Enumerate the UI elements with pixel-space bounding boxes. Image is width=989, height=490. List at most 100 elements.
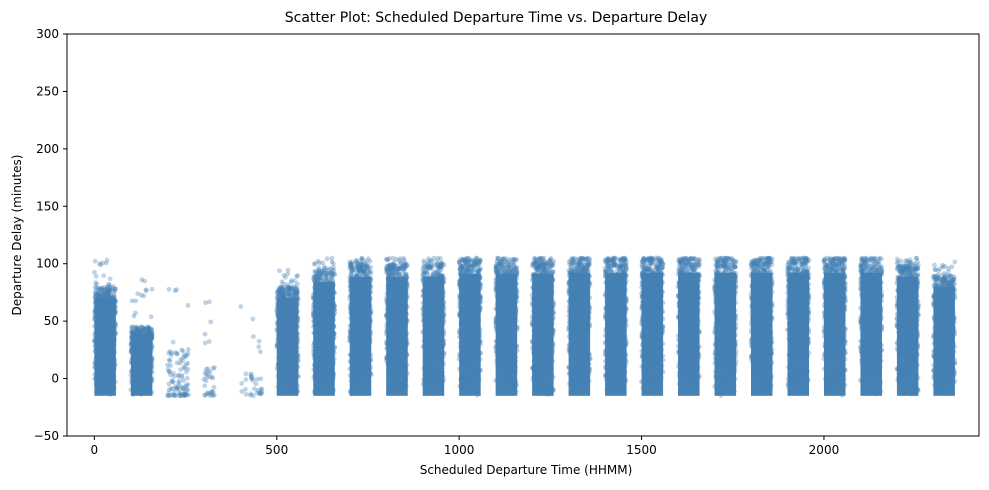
scatter-point: [106, 341, 112, 347]
scatter-point: [109, 284, 114, 290]
scatter-point: [94, 321, 100, 327]
scatter-point: [439, 304, 445, 310]
scatter-point: [498, 293, 504, 299]
scatter-point: [459, 264, 465, 269]
scatter-point: [368, 352, 374, 358]
scatter-point: [106, 289, 111, 295]
scatter-point: [314, 336, 320, 342]
scatter-point: [458, 340, 463, 346]
scatter-point: [134, 362, 140, 368]
scatter-point: [149, 365, 155, 371]
scatter-point: [461, 306, 467, 312]
scatter-point: [105, 296, 111, 302]
scatter-point: [104, 285, 110, 291]
scatter-point: [111, 327, 117, 332]
scatter-point: [105, 284, 111, 290]
scatter-point: [105, 290, 111, 296]
scatter-point: [280, 320, 285, 326]
scatter-point: [477, 274, 483, 280]
scatter-point: [277, 268, 282, 274]
scatter-point: [106, 289, 112, 294]
scatter-point: [501, 347, 507, 352]
scatter-point: [426, 278, 432, 284]
scatter-point: [108, 348, 114, 354]
scatter-point: [185, 366, 191, 372]
scatter-point: [93, 280, 99, 286]
scatter-point: [441, 332, 447, 338]
scatter-point: [170, 379, 176, 385]
scatter-point: [360, 310, 365, 316]
scatter-point: [441, 320, 447, 326]
scatter-point: [427, 304, 433, 310]
scatter-point: [457, 281, 463, 287]
scatter-point: [293, 288, 298, 294]
scatter-point: [347, 366, 353, 372]
scatter-point: [437, 325, 443, 331]
scatter-point: [507, 291, 513, 297]
scatter-point: [474, 392, 480, 398]
scatter-point: [497, 360, 503, 366]
scatter-point: [505, 317, 511, 323]
scatter-point: [97, 352, 102, 358]
scatter-point: [385, 267, 390, 273]
scatter-point: [392, 286, 398, 292]
scatter-point: [326, 347, 332, 353]
scatter-point: [288, 340, 294, 346]
scatter-point: [323, 368, 329, 374]
scatter-point: [94, 378, 100, 384]
scatter-point: [101, 369, 107, 375]
scatter-point: [100, 290, 106, 295]
scatter-point: [358, 296, 364, 302]
scatter-point: [466, 372, 472, 377]
scatter-point: [424, 357, 430, 363]
scatter-point: [401, 384, 407, 390]
scatter-point: [436, 291, 442, 297]
scatter-point: [472, 316, 478, 322]
scatter-point: [109, 323, 115, 329]
scatter-point: [99, 332, 105, 338]
scatter-point: [101, 292, 107, 298]
scatter-point: [503, 328, 508, 334]
scatter-point: [422, 334, 428, 340]
scatter-point: [354, 326, 359, 332]
scatter-point: [92, 258, 98, 264]
scatter-point: [111, 320, 117, 326]
scatter-point: [106, 361, 112, 367]
scatter-point: [145, 385, 151, 391]
scatter-point: [92, 316, 98, 322]
scatter-point: [357, 268, 363, 274]
scatter-point: [112, 307, 118, 313]
scatter-point: [295, 339, 300, 345]
scatter-point: [113, 322, 119, 327]
scatter-point: [421, 288, 427, 294]
scatter-point: [92, 363, 98, 369]
scatter-point: [330, 271, 335, 277]
scatter-point: [281, 371, 286, 377]
scatter-point: [98, 287, 104, 293]
scatter-point: [109, 355, 115, 361]
scatter-point: [166, 286, 172, 292]
scatter-point: [424, 270, 430, 276]
scatter-point: [292, 346, 298, 352]
scatter-point: [349, 306, 354, 311]
scatter-point: [170, 339, 176, 345]
scatter-point: [403, 282, 409, 288]
scatter-point: [514, 324, 520, 330]
scatter-point: [322, 338, 327, 344]
scatter-point: [354, 315, 360, 320]
scatter-point: [317, 360, 323, 366]
scatter-point: [130, 330, 136, 336]
scatter-point: [203, 378, 209, 384]
scatter-point: [92, 309, 98, 315]
scatter-point: [362, 354, 367, 360]
scatter-point: [134, 353, 139, 359]
scatter-point: [277, 375, 283, 380]
scatter-point: [312, 329, 318, 335]
scatter-point: [367, 307, 373, 313]
scatter-point: [421, 260, 427, 266]
scatter-point: [348, 353, 353, 358]
scatter-point: [356, 291, 362, 297]
scatter-point: [385, 361, 391, 367]
scatter-point: [95, 293, 101, 299]
scatter-point: [426, 310, 432, 316]
